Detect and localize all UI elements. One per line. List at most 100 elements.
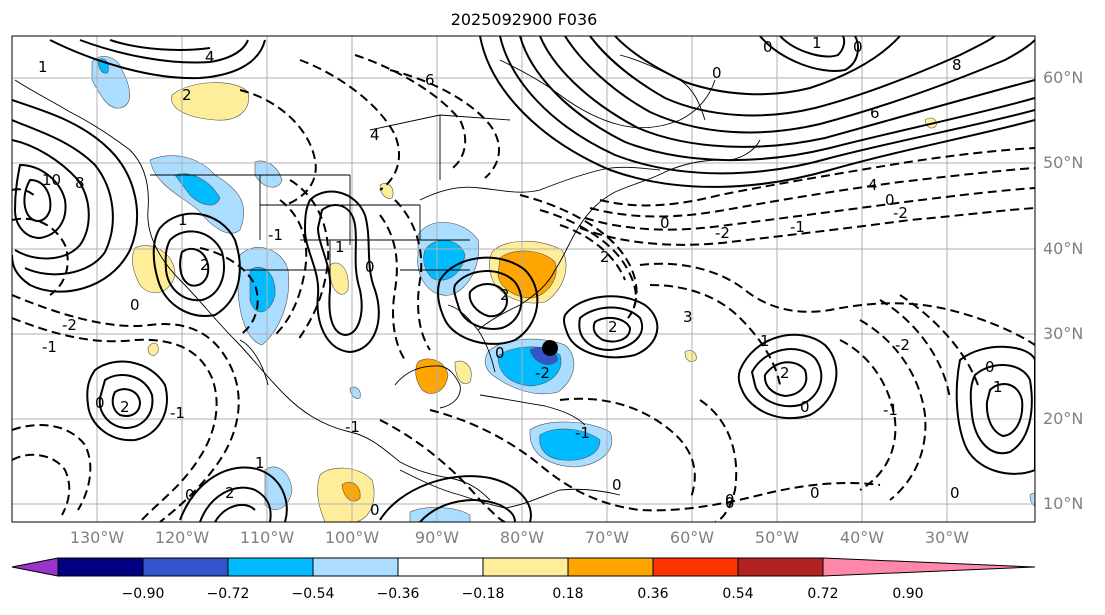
contour-label: 4 — [370, 126, 380, 144]
contour-label: 0 — [800, 398, 810, 416]
contour-label: 2 — [500, 286, 510, 304]
contour-label: 0 — [725, 494, 735, 512]
colorbar-segment — [652, 557, 739, 577]
contour-label: 0 — [810, 484, 820, 502]
contour-label: 4 — [205, 48, 215, 66]
contour-label: 3 — [683, 308, 693, 326]
contour-label: 2 — [225, 484, 235, 502]
colorbar-tick-label: −0.54 — [291, 586, 335, 602]
lat-label: 30°N — [1043, 324, 1084, 343]
colorbar-tick-label: −0.90 — [121, 586, 165, 602]
contour-label: 0 — [130, 296, 140, 314]
contour-label: 0 — [612, 476, 622, 494]
lon-label: 90°W — [414, 528, 460, 547]
colorbar-tick-label: −0.18 — [461, 586, 505, 602]
contour-label: 0 — [660, 214, 670, 232]
contour-label: 6 — [870, 104, 880, 122]
colorbar-tick-label: 0.72 — [807, 586, 839, 602]
lon-label: 100°W — [324, 528, 380, 547]
contour-label: 0 — [853, 38, 863, 56]
contour-label: -2 — [893, 204, 908, 222]
contour-label: -2 — [62, 316, 77, 334]
contour-labels: 1 4 2 10 8 1 0 -2 -1 0 2 -1 2 -1 1 0 6 4… — [38, 34, 1003, 519]
lat-label: 50°N — [1043, 153, 1084, 172]
contour-label: -1 — [268, 226, 283, 244]
lon-label: 30°W — [924, 528, 970, 547]
contour-label: 1 — [38, 58, 48, 76]
contour-label: 1 — [993, 378, 1003, 396]
contour-label: 0 — [365, 258, 375, 276]
lat-label: 60°N — [1043, 68, 1084, 87]
colorbar-tick-label: −0.36 — [376, 586, 420, 602]
contour-label: -1 — [345, 418, 360, 436]
contour-label: 0 — [95, 394, 105, 412]
contour-label: 0 — [985, 358, 995, 376]
lon-label: 80°W — [499, 528, 545, 547]
positive-contours — [12, 36, 1035, 522]
contour-label: -1 — [883, 401, 898, 419]
colorbar-segment — [482, 557, 569, 577]
contour-label: 2 — [600, 248, 610, 266]
lon-label: 130°W — [69, 528, 125, 547]
colorbar-segment — [312, 557, 399, 577]
map-frame — [11, 35, 1036, 523]
contour-label: -1 — [575, 424, 590, 442]
colorbar-tick-label: 0.54 — [722, 586, 754, 602]
lon-label: 40°W — [839, 528, 885, 547]
colorbar — [11, 557, 1036, 577]
contour-label: 0 — [370, 501, 380, 519]
contour-label: -1 — [170, 404, 185, 422]
lon-label: 70°W — [584, 528, 630, 547]
colorbar-tick-label: 0.18 — [552, 586, 584, 602]
contour-label: 0 — [495, 344, 505, 362]
contour-label: 2 — [200, 256, 210, 274]
contour-label: 1 — [812, 34, 822, 52]
contour-label: 0 — [763, 38, 773, 56]
contour-label: 4 — [868, 176, 878, 194]
colorbar-segment — [567, 557, 654, 577]
contour-label: 1 — [760, 332, 770, 350]
contour-label: -2 — [535, 364, 550, 382]
contour-label: -2 — [895, 336, 910, 354]
contour-label: -2 — [715, 224, 730, 242]
contour-label: 0 — [950, 484, 960, 502]
contour-label: 0 — [725, 491, 735, 509]
contour-label: 10 — [42, 171, 61, 189]
contour-label: 0 — [185, 486, 195, 504]
lon-label: 60°W — [669, 528, 715, 547]
colorbar-segment — [822, 557, 1036, 577]
contour-label: 8 — [952, 56, 962, 74]
colorbar-segment — [227, 557, 314, 577]
lon-label: 50°W — [754, 528, 800, 547]
colorbar-segment — [737, 557, 824, 577]
contour-label: 2 — [780, 364, 790, 382]
plot-title: 2025092900 F036 — [450, 10, 598, 29]
colorbar-segment — [397, 557, 484, 577]
contour-label: 1 — [178, 211, 188, 229]
lat-label: 40°N — [1043, 239, 1084, 258]
colorbar-tick-label: 0.36 — [637, 586, 669, 602]
contour-label: 6 — [425, 71, 435, 89]
contour-label: 2 — [608, 318, 618, 336]
lon-label: 110°W — [239, 528, 295, 547]
contour-label: -1 — [42, 338, 57, 356]
colorbar-segment — [57, 557, 144, 577]
map-area: 1 4 2 10 8 1 0 -2 -1 0 2 -1 2 -1 1 0 6 4… — [12, 34, 1035, 522]
contour-label: 1 — [335, 238, 345, 256]
contour-label: 0 — [885, 191, 895, 209]
contour-label: -1 — [790, 218, 805, 236]
colorbar-segment — [11, 557, 59, 577]
lat-label: 20°N — [1043, 409, 1084, 428]
contour-label: 2 — [120, 398, 130, 416]
storm-center-dot — [542, 340, 558, 356]
colorbar-tick-label: 0.90 — [892, 586, 924, 602]
negative-contours — [12, 54, 1035, 522]
contour-label: 2 — [182, 86, 192, 104]
lat-label: 10°N — [1043, 494, 1084, 513]
contour-label: 0 — [712, 64, 722, 82]
graticule — [12, 36, 1035, 522]
lon-label: 120°W — [154, 528, 210, 547]
colorbar-segment — [142, 557, 229, 577]
colorbar-tick-label: −0.72 — [206, 586, 250, 602]
